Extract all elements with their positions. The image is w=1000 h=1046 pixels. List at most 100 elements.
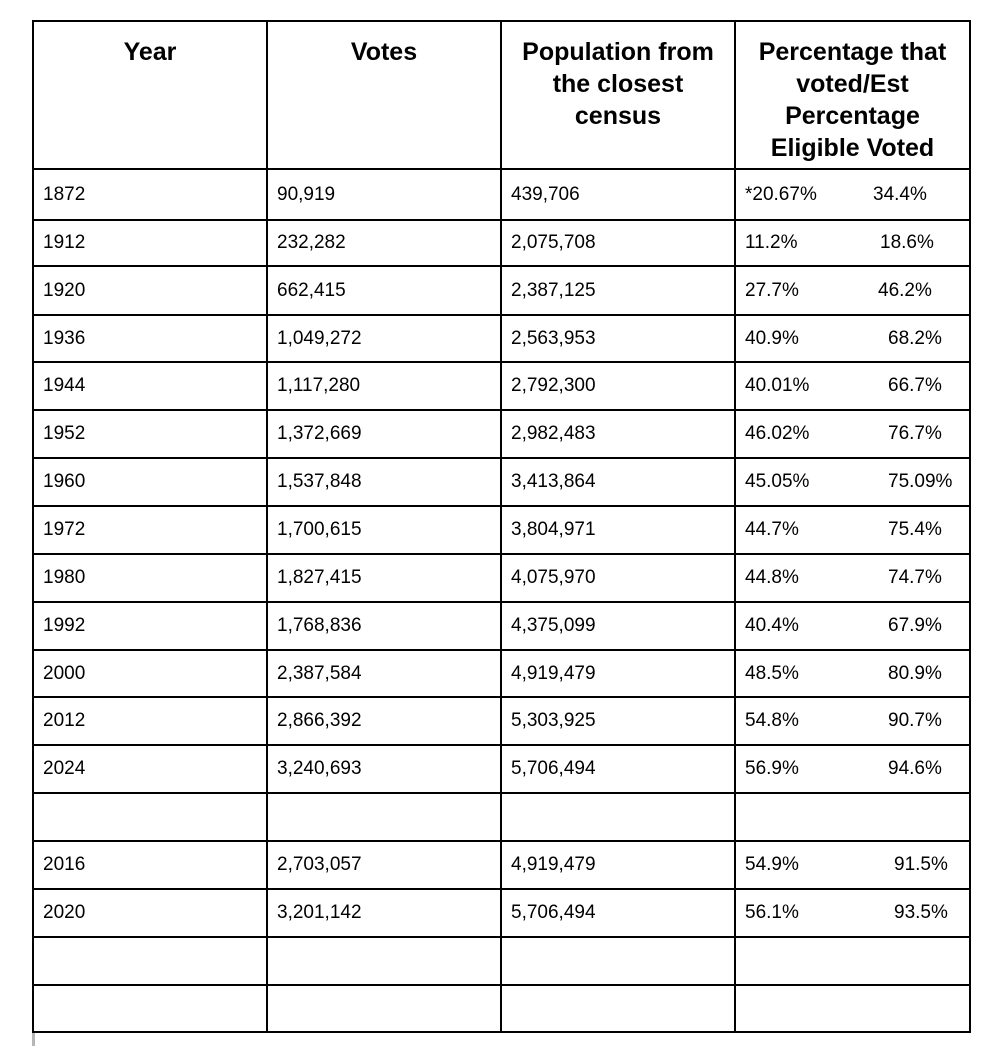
cell-votes: 1,827,415 bbox=[266, 553, 502, 603]
cell-population: 4,375,099 bbox=[500, 601, 736, 651]
cell-year: 2016 bbox=[32, 840, 268, 890]
table-body: 1872 90,919 439,706 *20.67% 34.4% 1912 232,282… bbox=[32, 168, 971, 1033]
table-row: 1980 1,827,415 4,075,970 44.8% 74.7% bbox=[32, 553, 971, 603]
cell-votes: 3,240,693 bbox=[266, 744, 502, 794]
cell-votes bbox=[266, 936, 502, 986]
cell-year: 1912 bbox=[32, 219, 268, 267]
cell-percentage: 40.01% 66.7% bbox=[734, 361, 971, 411]
pct-voted: 44.8% bbox=[745, 567, 799, 588]
cell-votes: 1,049,272 bbox=[266, 314, 502, 363]
cell-year: 1936 bbox=[32, 314, 268, 363]
header-population: Population from the closest census bbox=[500, 20, 736, 170]
table-row: 2024 3,240,693 5,706,494 56.9% 94.6% bbox=[32, 744, 971, 794]
cell-population bbox=[500, 984, 736, 1033]
table-row: 1992 1,768,836 4,375,099 40.4% 67.9% bbox=[32, 601, 971, 651]
cell-population: 5,303,925 bbox=[500, 696, 736, 746]
cell-population: 4,919,479 bbox=[500, 840, 736, 890]
cell-population: 5,706,494 bbox=[500, 744, 736, 794]
table-row bbox=[32, 792, 971, 842]
table-row: 1920 662,415 2,387,125 27.7% 46.2% bbox=[32, 265, 971, 316]
cell-percentage: 45.05% 75.09% bbox=[734, 457, 971, 507]
cell-votes: 662,415 bbox=[266, 265, 502, 316]
cell-percentage bbox=[734, 792, 971, 842]
header-votes: Votes bbox=[266, 20, 502, 170]
cell-votes: 1,537,848 bbox=[266, 457, 502, 507]
cell-year: 1920 bbox=[32, 265, 268, 316]
cell-percentage: 48.5% 80.9% bbox=[734, 649, 971, 698]
cell-population: 4,919,479 bbox=[500, 649, 736, 698]
pct-eligible: 66.7% bbox=[888, 375, 942, 396]
table-row bbox=[32, 936, 971, 986]
pct-eligible: 74.7% bbox=[888, 567, 942, 588]
table-row bbox=[32, 984, 971, 1033]
pct-voted: 54.9% bbox=[745, 854, 799, 875]
pct-voted: 56.1% bbox=[745, 902, 799, 923]
pct-eligible: 94.6% bbox=[888, 758, 942, 779]
pct-eligible: 75.4% bbox=[888, 519, 942, 540]
cell-year bbox=[32, 792, 268, 842]
pct-eligible: 90.7% bbox=[888, 710, 942, 731]
pct-voted: 45.05% bbox=[745, 471, 810, 492]
cell-year bbox=[32, 936, 268, 986]
pct-eligible: 76.7% bbox=[888, 423, 942, 444]
pct-eligible: 80.9% bbox=[888, 662, 942, 684]
header-year: Year bbox=[32, 20, 268, 170]
cell-votes: 1,372,669 bbox=[266, 409, 502, 459]
cell-population: 2,075,708 bbox=[500, 219, 736, 267]
voting-table: Year Votes Population from the closest c… bbox=[32, 20, 971, 1033]
cell-percentage: *20.67% 34.4% bbox=[734, 168, 971, 221]
cell-year: 1960 bbox=[32, 457, 268, 507]
table-row: 1960 1,537,848 3,413,864 45.05% 75.09% bbox=[32, 457, 971, 507]
header-row: Year Votes Population from the closest c… bbox=[32, 20, 971, 170]
cell-population: 3,413,864 bbox=[500, 457, 736, 507]
cell-votes: 1,117,280 bbox=[266, 361, 502, 411]
pct-voted: 46.02% bbox=[745, 423, 810, 444]
pct-eligible: 46.2% bbox=[878, 279, 932, 301]
table-row: 1952 1,372,669 2,982,483 46.02% 76.7% bbox=[32, 409, 971, 459]
cell-percentage: 56.1% 93.5% bbox=[734, 888, 971, 938]
cell-year: 1872 bbox=[32, 168, 268, 221]
header-percentage: Percentage that voted/Est Percentage Eli… bbox=[734, 20, 971, 170]
cell-year: 2012 bbox=[32, 696, 268, 746]
cell-votes bbox=[266, 984, 502, 1033]
table-row: 1936 1,049,272 2,563,953 40.9% 68.2% bbox=[32, 314, 971, 363]
cell-percentage: 46.02% 76.7% bbox=[734, 409, 971, 459]
cell-percentage: 44.7% 75.4% bbox=[734, 505, 971, 555]
cell-population: 2,982,483 bbox=[500, 409, 736, 459]
cell-population: 4,075,970 bbox=[500, 553, 736, 603]
pct-voted: 40.9% bbox=[745, 327, 799, 349]
table-row: 2012 2,866,392 5,303,925 54.8% 90.7% bbox=[32, 696, 971, 746]
cell-percentage: 54.9% 91.5% bbox=[734, 840, 971, 890]
pct-voted: 11.2% bbox=[745, 232, 798, 253]
cell-votes: 2,703,057 bbox=[266, 840, 502, 890]
table-row: 1872 90,919 439,706 *20.67% 34.4% bbox=[32, 168, 971, 221]
pct-voted: 54.8% bbox=[745, 710, 799, 731]
cell-year: 1992 bbox=[32, 601, 268, 651]
cell-population: 3,804,971 bbox=[500, 505, 736, 555]
cell-population: 2,563,953 bbox=[500, 314, 736, 363]
cell-percentage: 40.4% 67.9% bbox=[734, 601, 971, 651]
table-row: 2020 3,201,142 5,706,494 56.1% 93.5% bbox=[32, 888, 971, 938]
table-row: 2016 2,703,057 4,919,479 54.9% 91.5% bbox=[32, 840, 971, 890]
cell-votes: 2,387,584 bbox=[266, 649, 502, 698]
cell-percentage: 40.9% 68.2% bbox=[734, 314, 971, 363]
pct-eligible: 68.2% bbox=[888, 327, 942, 349]
cell-year: 1952 bbox=[32, 409, 268, 459]
table-row: 1972 1,700,615 3,804,971 44.7% 75.4% bbox=[32, 505, 971, 555]
cell-percentage: 27.7% 46.2% bbox=[734, 265, 971, 316]
cell-population bbox=[500, 936, 736, 986]
pct-voted: 56.9% bbox=[745, 758, 799, 779]
pct-eligible: 91.5% bbox=[894, 854, 948, 875]
cell-votes: 2,866,392 bbox=[266, 696, 502, 746]
cell-percentage: 56.9% 94.6% bbox=[734, 744, 971, 794]
cell-population: 439,706 bbox=[500, 168, 736, 221]
pct-voted: 44.7% bbox=[745, 519, 799, 540]
cell-year bbox=[32, 984, 268, 1033]
table-row: 2000 2,387,584 4,919,479 48.5% 80.9% bbox=[32, 649, 971, 698]
cell-population: 5,706,494 bbox=[500, 888, 736, 938]
pct-voted: 48.5% bbox=[745, 662, 799, 684]
cell-votes: 1,768,836 bbox=[266, 601, 502, 651]
pct-eligible: 34.4% bbox=[873, 183, 927, 205]
table-row: 1944 1,117,280 2,792,300 40.01% 66.7% bbox=[32, 361, 971, 411]
cell-percentage: 44.8% 74.7% bbox=[734, 553, 971, 603]
